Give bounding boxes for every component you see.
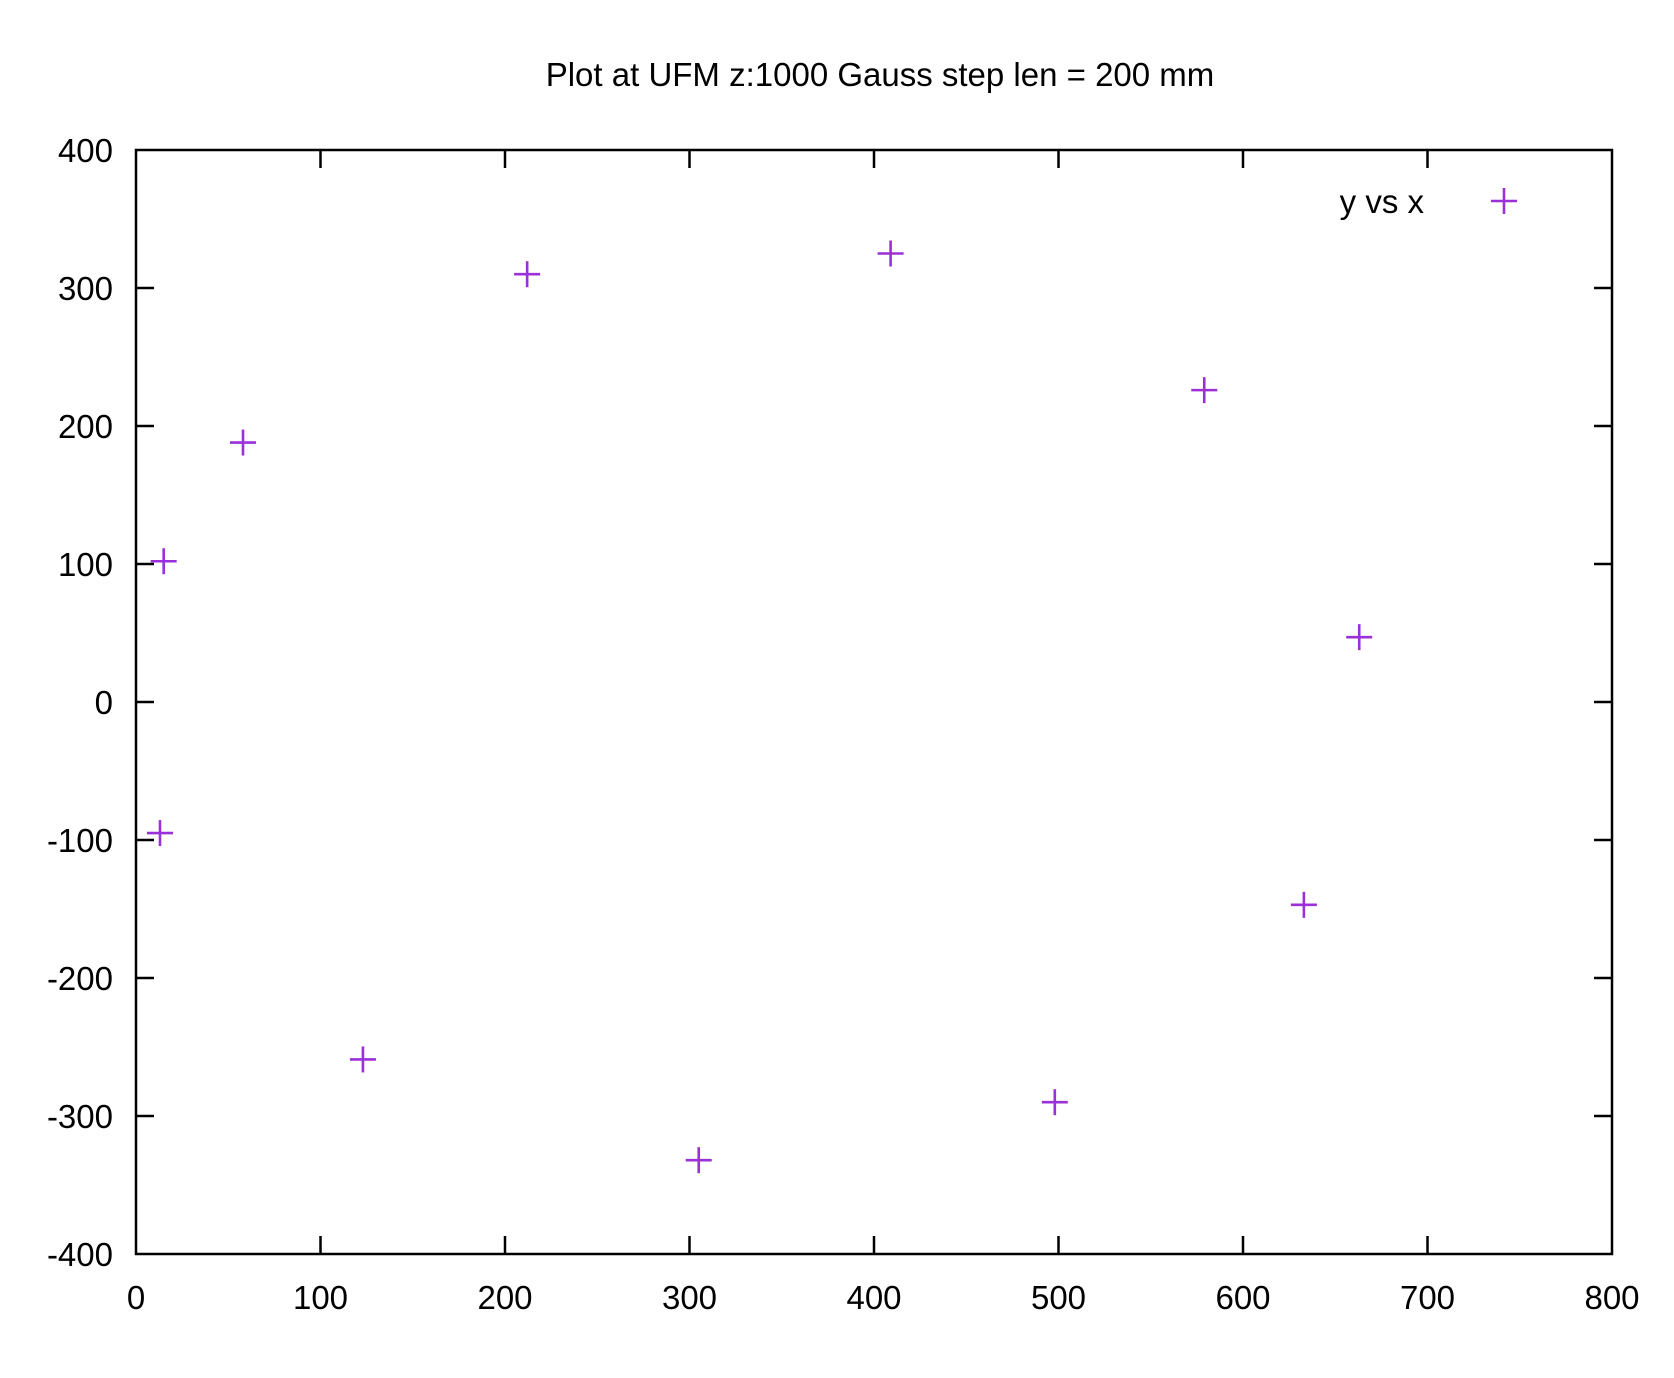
plot-area-frame — [134, 148, 1614, 1256]
data-point — [150, 548, 177, 575]
y-tick-label: 100 — [58, 546, 113, 583]
legend: y vs x — [1340, 183, 1517, 220]
chart-title: Plot at UFM z:1000 Gauss step len = 200 … — [546, 56, 1215, 93]
x-tick-label: 0 — [127, 1279, 145, 1316]
y-tick-label: 0 — [95, 684, 113, 721]
data-point — [514, 261, 541, 288]
data-point — [146, 820, 173, 847]
axis-ticks: 0 100 200 300 400 500 600 700 800 400 300 200 100 0 -1… — [47, 132, 1640, 1316]
x-tick-label: 600 — [1215, 1279, 1270, 1316]
data-point — [1191, 377, 1218, 404]
x-tick-label: 800 — [1584, 1279, 1639, 1316]
x-tick-label: 100 — [293, 1279, 348, 1316]
data-point — [877, 240, 904, 267]
data-point — [1041, 1089, 1068, 1116]
y-tick-label: 400 — [58, 132, 113, 169]
data-point — [349, 1046, 376, 1073]
x-tick-label: 200 — [477, 1279, 532, 1316]
y-tick-label: -300 — [47, 1098, 113, 1135]
y-tick-label: -400 — [47, 1236, 113, 1273]
data-point — [230, 429, 257, 456]
y-tick-label: -100 — [47, 822, 113, 859]
data-points — [146, 240, 1373, 1174]
x-tick-label: 300 — [662, 1279, 717, 1316]
y-tick-label: -200 — [47, 960, 113, 997]
x-tick-label: 500 — [1031, 1279, 1086, 1316]
x-tick-label: 700 — [1400, 1279, 1455, 1316]
legend-marker — [1491, 188, 1517, 214]
x-tick-label: 400 — [846, 1279, 901, 1316]
legend-label: y vs x — [1340, 183, 1425, 220]
data-point — [685, 1147, 712, 1174]
data-point — [1346, 624, 1373, 651]
data-point — [1290, 891, 1317, 918]
y-tick-label: 300 — [58, 270, 113, 307]
y-tick-label: 200 — [58, 408, 113, 445]
